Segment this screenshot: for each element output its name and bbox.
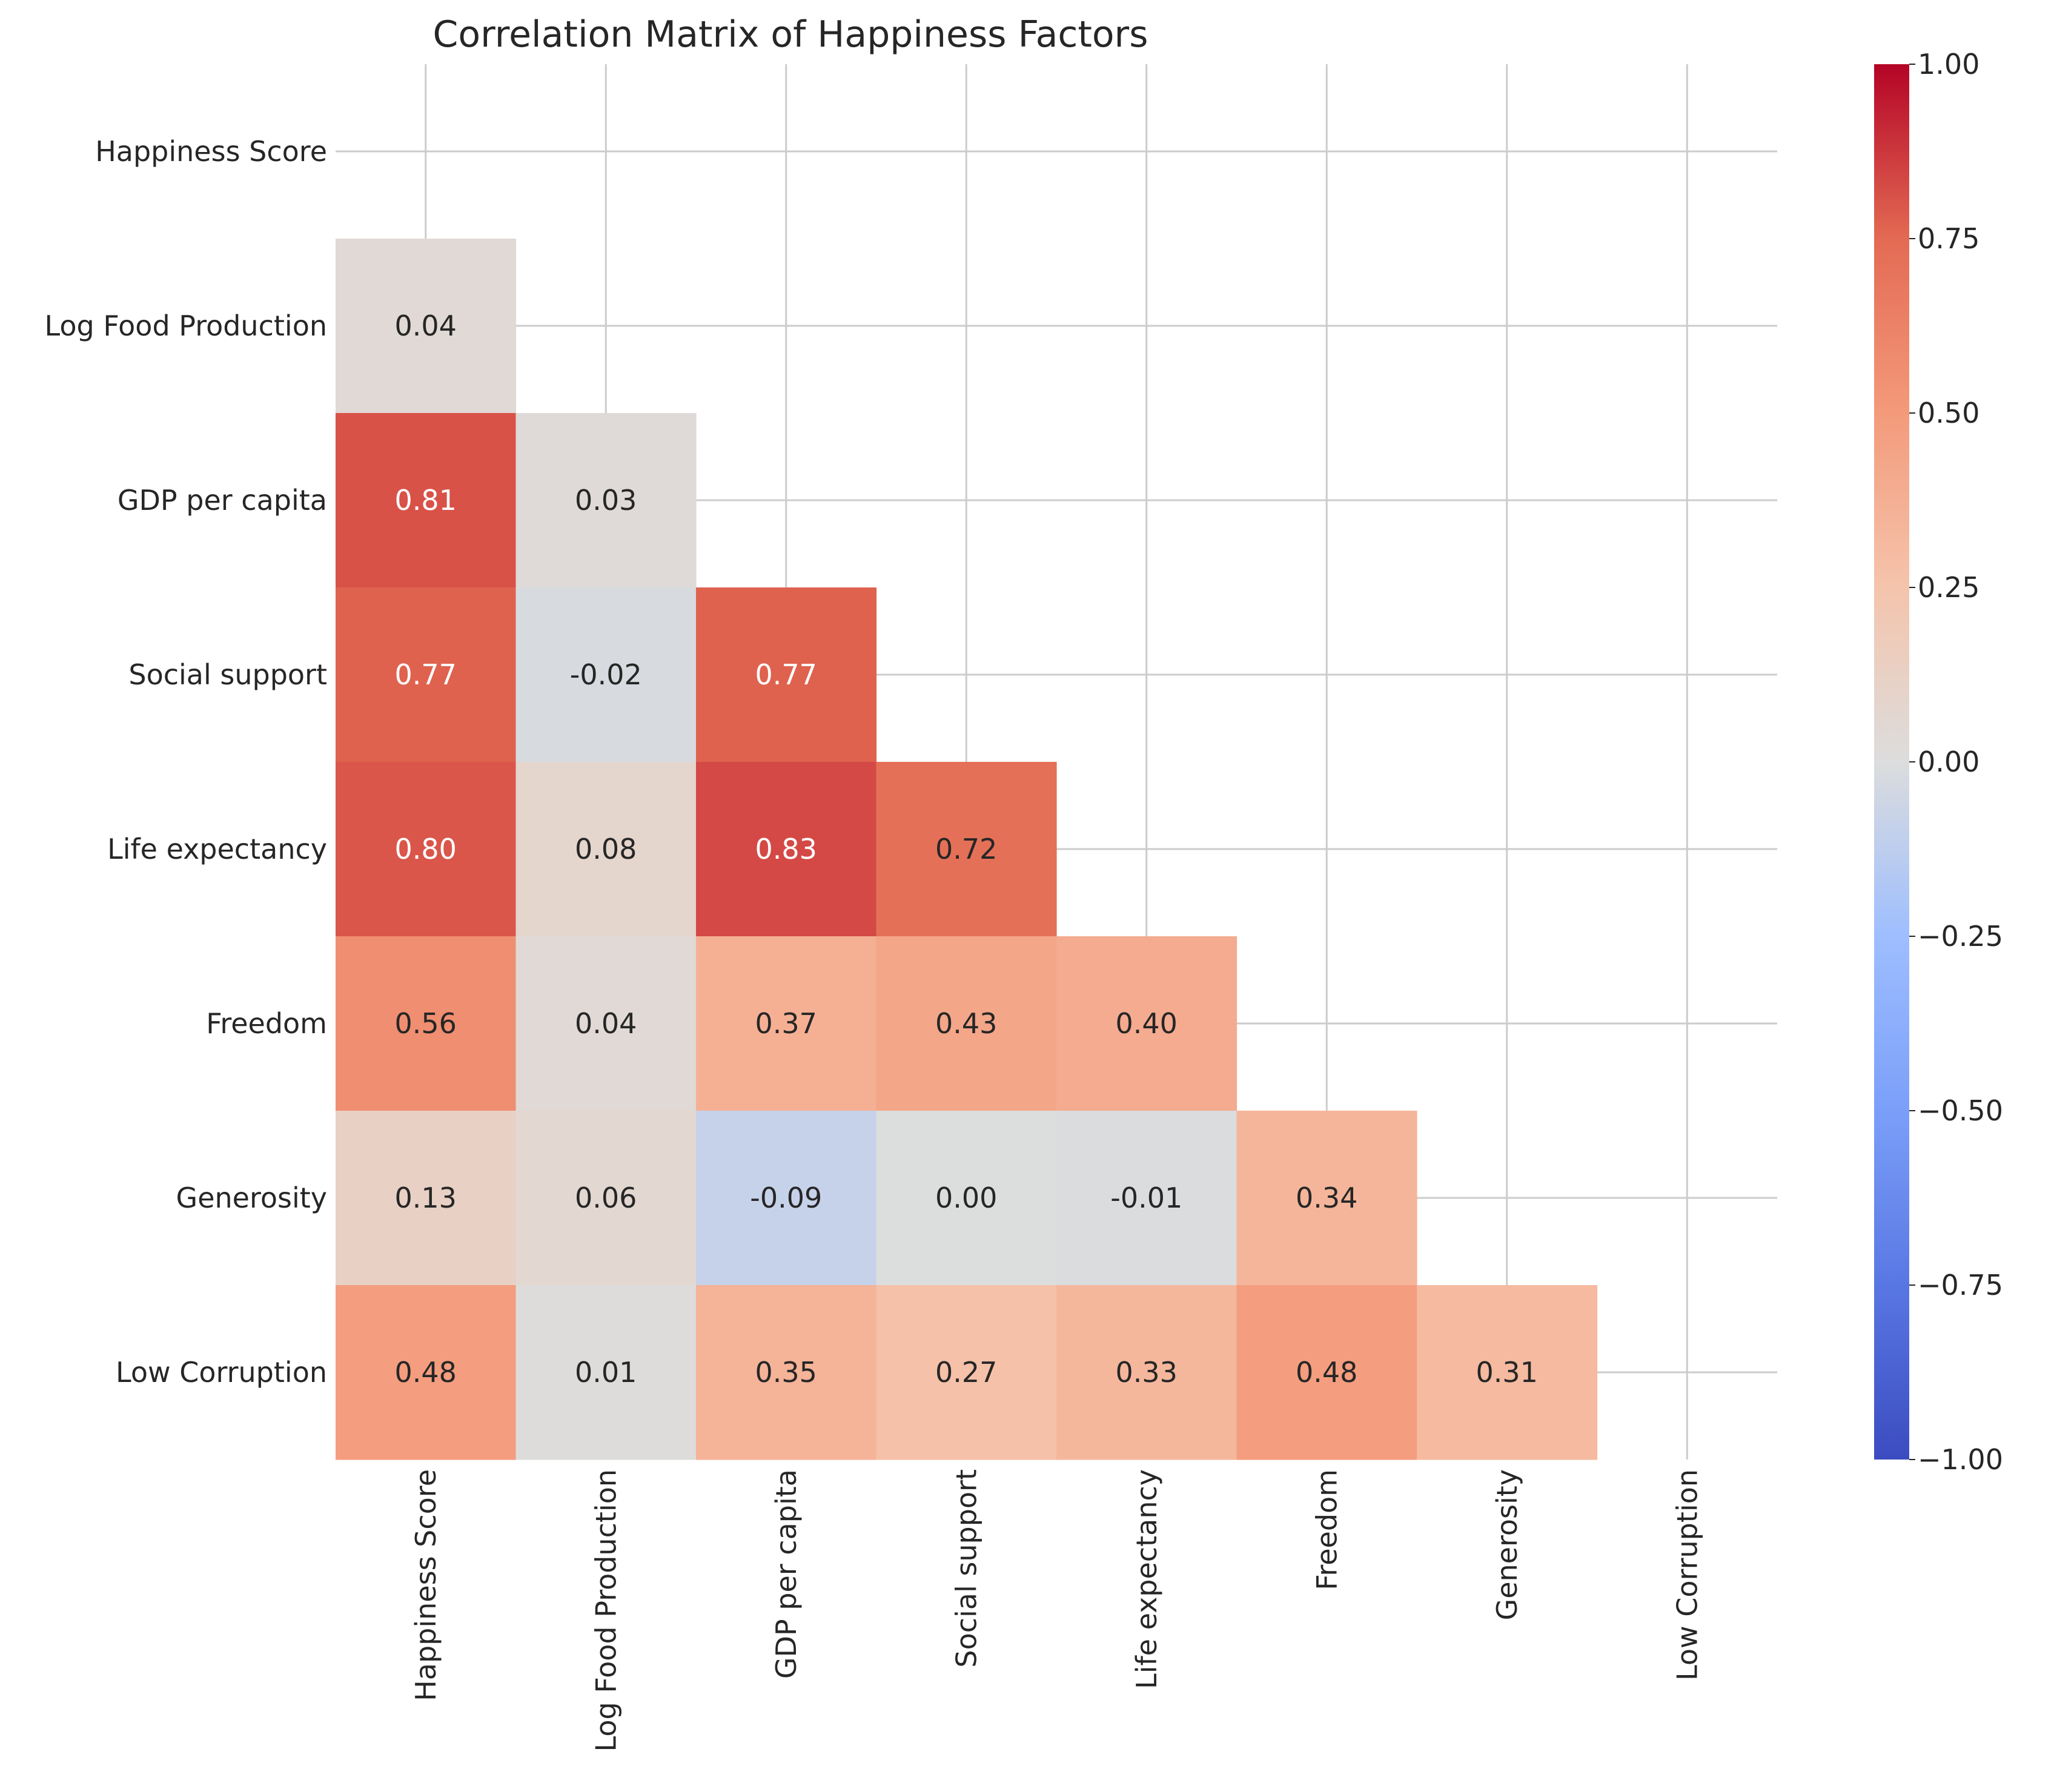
heatmap-cell — [1056, 936, 1237, 1111]
cell-value-label: 0.08 — [575, 833, 637, 865]
colorbar-gradient — [1874, 64, 1909, 1460]
cell-value-label: 0.34 — [1296, 1182, 1357, 1214]
y-tick-label: Log Food Production — [45, 309, 327, 342]
cell-value-label: 0.48 — [1296, 1356, 1357, 1389]
cell-value-label: 0.77 — [755, 658, 817, 691]
cell-value-label: 0.13 — [395, 1182, 457, 1214]
chart-title: Correlation Matrix of Happiness Factors — [433, 13, 1148, 56]
heatmap-cell — [1417, 1285, 1598, 1460]
cell-value-label: 0.72 — [935, 833, 997, 865]
cell-value-label: 0.48 — [395, 1356, 457, 1389]
cell-value-label: 0.06 — [575, 1182, 637, 1214]
cell-value-label: 0.27 — [935, 1356, 997, 1389]
colorbar-tick-label: 0.75 — [1918, 222, 1979, 255]
cell-value-label: 0.80 — [395, 833, 457, 865]
cell-value-label: 0.56 — [395, 1007, 457, 1040]
x-axis-tick-labels: Happiness Score Log Food Production GDP pe… — [409, 1469, 1704, 1751]
heatmap-cell — [336, 413, 517, 588]
heatmap-cell — [336, 239, 517, 414]
x-tick-label: Log Food Production — [589, 1469, 622, 1751]
colorbar-tick-label: −0.25 — [1918, 920, 2003, 953]
cell-value-label: 0.43 — [935, 1007, 997, 1040]
x-tick-label: Generosity — [1491, 1469, 1523, 1620]
cell-value-label: 0.04 — [395, 309, 457, 342]
x-tick-label: Social support — [950, 1469, 982, 1668]
heatmap-cell — [1056, 1285, 1237, 1460]
colorbar-tick-label: −0.75 — [1918, 1269, 2003, 1301]
heatmap-cell — [1236, 1285, 1417, 1460]
y-tick-label: Low Corruption — [116, 1356, 327, 1389]
heatmap-cell — [876, 762, 1057, 937]
colorbar-tick-label: −0.50 — [1918, 1094, 2003, 1127]
y-tick-label: Generosity — [176, 1182, 327, 1214]
cell-value-label: -0.02 — [570, 658, 642, 691]
x-tick-label: GDP per capita — [770, 1469, 803, 1679]
heatmap-cell — [1236, 1111, 1417, 1286]
y-tick-label: Freedom — [206, 1007, 327, 1040]
cell-value-label: 0.01 — [575, 1356, 637, 1389]
heatmap-cell — [336, 587, 517, 762]
heatmap-cell — [515, 413, 697, 588]
heatmap-cell — [696, 762, 877, 937]
heatmap-cell — [515, 1285, 697, 1460]
heatmap-cell — [515, 1111, 697, 1286]
cell-value-label: -0.01 — [1110, 1182, 1182, 1214]
heatmap-cell — [876, 1285, 1057, 1460]
heatmap-cell — [696, 1111, 877, 1286]
colorbar-ticks: 1.00 0.75 0.50 0.25 0.00 −0.25 −0.50 −0.75 −1.00 — [1909, 48, 2003, 1476]
heatmap-cell — [876, 936, 1057, 1111]
cell-value-label: 0.00 — [935, 1182, 997, 1214]
x-tick-label: Life expectancy — [1130, 1469, 1163, 1689]
heatmap-cell — [336, 1111, 517, 1286]
heatmap-cells — [336, 239, 1598, 1460]
y-tick-label: Life expectancy — [107, 833, 327, 865]
cell-value-label: 0.35 — [755, 1356, 817, 1389]
heatmap-cell — [876, 1111, 1057, 1286]
heatmap-cell — [1056, 1111, 1237, 1286]
cell-value-label: 0.04 — [575, 1007, 637, 1040]
y-tick-label: Happiness Score — [95, 135, 327, 168]
cell-value-label: 0.77 — [395, 658, 457, 691]
heatmap-cell — [336, 936, 517, 1111]
colorbar-tick-label: 0.25 — [1918, 571, 1979, 604]
cell-value-labels: 0.04 0.81 0.03 0.77 -0.02 0.77 0.80 0.08 0.83 0.7… — [395, 309, 1538, 1389]
x-tick-label: Freedom — [1310, 1469, 1343, 1590]
cell-value-label: 0.81 — [395, 484, 457, 517]
y-tick-label: GDP per capita — [118, 484, 327, 517]
cell-value-label: 0.03 — [575, 484, 637, 517]
colorbar-tick-label: −1.00 — [1918, 1443, 2003, 1476]
colorbar-tick-label: 0.00 — [1918, 746, 1979, 778]
colorbar-tick-label: 0.50 — [1918, 397, 1979, 429]
x-tick-label: Low Corruption — [1671, 1469, 1703, 1681]
heatmap-cell — [696, 587, 877, 762]
heatmap-cell — [515, 762, 697, 937]
cell-value-label: 0.37 — [755, 1007, 817, 1040]
heatmap-cell — [515, 587, 697, 762]
y-axis-tick-labels: Happiness Score Log Food Production GDP pe… — [45, 135, 327, 1389]
cell-value-label: 0.33 — [1116, 1356, 1178, 1389]
cell-value-label: -0.09 — [750, 1182, 822, 1214]
cell-value-label: 0.40 — [1116, 1007, 1178, 1040]
colorbar: 1.00 0.75 0.50 0.25 0.00 −0.25 −0.50 −0.75 −1.00 — [1874, 48, 2003, 1476]
heatmap-cell — [696, 936, 877, 1111]
colorbar-tick-label: 1.00 — [1918, 48, 1979, 81]
x-tick-label: Happiness Score — [409, 1469, 442, 1701]
heatmap-cell — [336, 762, 517, 937]
cell-value-label: 0.31 — [1476, 1356, 1538, 1389]
y-tick-label: Social support — [128, 658, 327, 691]
heatmap-cell — [515, 936, 697, 1111]
heatmap-cell — [336, 1285, 517, 1460]
heatmap-cell — [696, 1285, 877, 1460]
cell-value-label: 0.83 — [755, 833, 817, 865]
